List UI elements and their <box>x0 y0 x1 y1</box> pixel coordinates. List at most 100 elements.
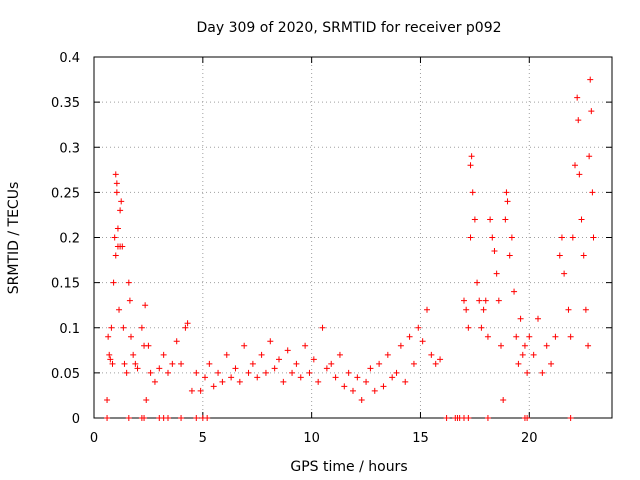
data-point <box>306 369 313 376</box>
data-point <box>113 180 120 187</box>
data-point <box>491 248 498 255</box>
data-point <box>249 360 256 367</box>
data-point <box>567 333 574 340</box>
x-tick-label: 20 <box>521 431 538 446</box>
data-point <box>565 306 572 313</box>
data-point <box>437 356 444 363</box>
data-point <box>474 279 481 286</box>
data-point <box>119 243 126 250</box>
data-point <box>223 351 230 358</box>
data-point <box>415 324 422 331</box>
data-point <box>397 342 404 349</box>
data-points <box>104 76 597 421</box>
x-tick-label: 10 <box>303 431 320 446</box>
data-point <box>165 415 171 421</box>
data-point <box>515 360 522 367</box>
data-point <box>530 351 537 358</box>
data-point <box>480 306 487 313</box>
data-point <box>215 369 222 376</box>
data-point <box>465 324 472 331</box>
data-point <box>506 252 513 259</box>
y-tick-label: 0.2 <box>59 232 80 247</box>
data-point <box>493 270 500 277</box>
data-point <box>589 189 596 196</box>
data-point <box>228 374 235 381</box>
data-point <box>245 369 252 376</box>
data-point <box>138 324 145 331</box>
y-tick-label: 0.25 <box>51 186 80 201</box>
data-point <box>410 360 417 367</box>
data-point <box>478 324 485 331</box>
data-point <box>572 162 578 169</box>
grid <box>94 57 612 418</box>
data-point <box>128 333 134 340</box>
data-point <box>558 234 565 241</box>
data-point <box>461 297 467 304</box>
data-point <box>188 387 195 394</box>
data-point <box>182 324 189 331</box>
data-point <box>543 342 550 349</box>
data-point <box>302 342 309 349</box>
data-point <box>354 374 361 381</box>
data-point <box>341 383 348 390</box>
data-point <box>484 333 491 340</box>
data-point <box>151 378 158 385</box>
data-point <box>576 171 583 178</box>
chart-title: Day 309 of 2020, SRMTID for receiver p09… <box>196 20 501 36</box>
data-point <box>210 383 217 390</box>
data-point <box>104 396 111 403</box>
data-point <box>134 365 141 372</box>
data-point <box>389 374 396 381</box>
x-tick-label: 5 <box>199 431 207 446</box>
data-point <box>178 415 185 421</box>
data-point <box>262 369 269 376</box>
x-axis-label: GPS time / hours <box>290 459 407 475</box>
data-point <box>126 297 133 304</box>
data-point <box>556 252 563 259</box>
data-point <box>588 108 595 115</box>
data-point <box>236 378 243 385</box>
data-point <box>380 383 387 390</box>
data-point <box>319 324 326 331</box>
data-point <box>323 365 330 372</box>
data-point <box>173 338 180 345</box>
data-point <box>511 288 518 295</box>
data-point <box>109 360 116 367</box>
data-point <box>517 315 524 322</box>
data-point <box>402 378 409 385</box>
data-point <box>104 415 111 421</box>
data-point <box>498 342 504 349</box>
data-point <box>121 360 128 367</box>
data-point <box>112 171 119 178</box>
data-point <box>585 342 592 349</box>
data-point <box>254 374 261 381</box>
data-point <box>123 369 130 376</box>
data-point <box>468 153 475 160</box>
data-point <box>110 279 117 286</box>
data-point <box>293 360 300 367</box>
data-point <box>241 342 248 349</box>
y-tick-label: 0.15 <box>51 277 80 292</box>
data-point <box>561 270 568 277</box>
data-point <box>156 365 163 372</box>
data-point <box>406 333 413 340</box>
data-point <box>467 234 474 241</box>
data-point <box>524 415 531 421</box>
data-point <box>204 415 211 421</box>
data-point <box>276 356 282 363</box>
data-point <box>114 225 121 232</box>
data-point <box>178 360 185 367</box>
data-point <box>575 117 582 124</box>
data-point <box>521 342 528 349</box>
data-point <box>503 189 510 196</box>
data-point <box>358 396 365 403</box>
data-point <box>500 396 507 403</box>
y-axis-label: SRMTID / TECUs <box>6 182 22 295</box>
data-point <box>165 369 171 376</box>
data-point <box>118 198 125 205</box>
data-point <box>489 234 496 241</box>
data-point <box>484 415 491 421</box>
data-point <box>284 347 291 354</box>
